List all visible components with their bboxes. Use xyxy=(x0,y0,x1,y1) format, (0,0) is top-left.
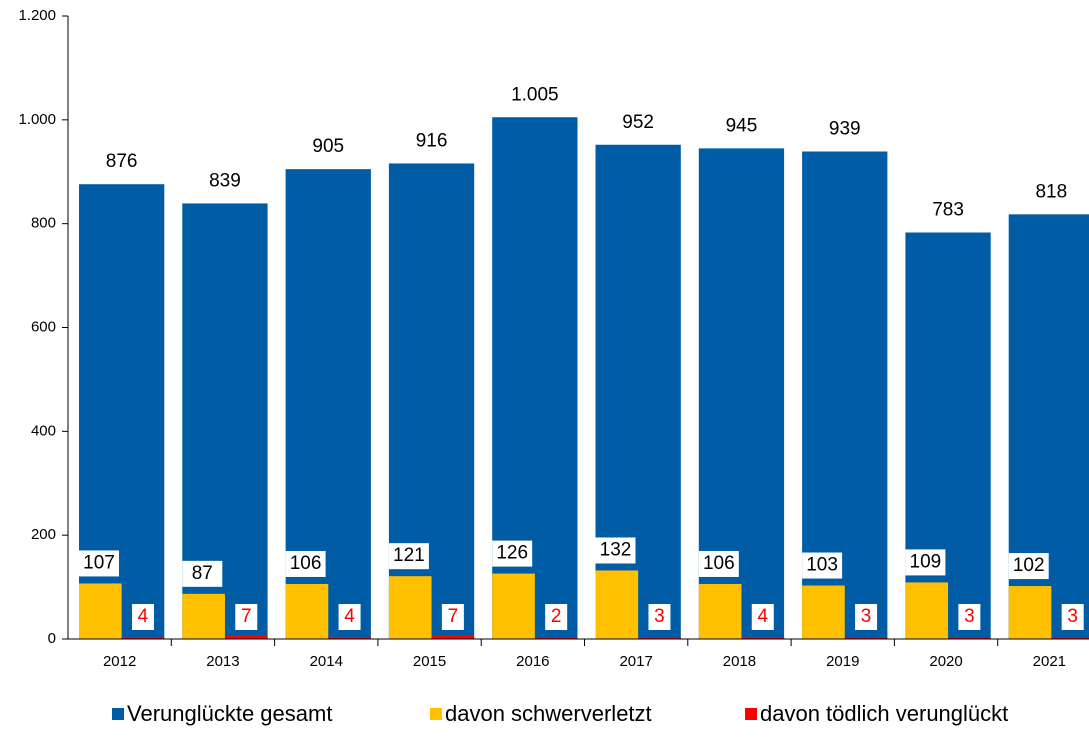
data-label: 103 xyxy=(806,555,838,576)
data-label: 106 xyxy=(290,553,322,574)
bar xyxy=(948,637,991,639)
bar xyxy=(1008,586,1052,639)
label-box xyxy=(285,550,326,577)
data-label: 3 xyxy=(861,606,872,627)
legend-label: davon schwerverletzt xyxy=(445,701,652,726)
label-box xyxy=(802,552,843,579)
y-tick-label: 1.000 xyxy=(18,111,56,128)
bar xyxy=(182,593,225,639)
data-label: 3 xyxy=(1067,606,1078,627)
x-tick-label: 2017 xyxy=(619,653,652,670)
x-tick-label: 2012 xyxy=(103,653,136,670)
data-label: 3 xyxy=(654,606,665,627)
x-tick-label: 2015 xyxy=(413,653,446,670)
data-label: 7 xyxy=(241,606,252,627)
data-label: 87 xyxy=(192,563,213,584)
bar xyxy=(534,637,578,639)
y-tick-label: 1.200 xyxy=(18,7,56,24)
data-label: 839 xyxy=(209,170,241,191)
data-label: 121 xyxy=(393,545,425,566)
legend-label: davon tödlich verunglückt xyxy=(760,701,1008,726)
bar xyxy=(79,583,122,639)
bar xyxy=(698,583,742,639)
data-label: 109 xyxy=(910,551,942,572)
label-box xyxy=(751,604,774,630)
label-box xyxy=(235,604,258,630)
x-tick-label: 2016 xyxy=(516,653,549,670)
label-box xyxy=(388,543,429,570)
data-label: 1.005 xyxy=(511,84,559,105)
label-box xyxy=(182,560,223,587)
data-label: 3 xyxy=(964,606,975,627)
data-label: 952 xyxy=(622,112,654,133)
label-box xyxy=(958,604,981,630)
x-tick-label: 2020 xyxy=(929,653,962,670)
bar xyxy=(802,585,845,639)
label-box xyxy=(698,550,739,577)
data-label: 2 xyxy=(551,606,562,627)
bar xyxy=(595,144,681,639)
label-box xyxy=(492,540,533,567)
data-label: 916 xyxy=(416,130,448,151)
x-tick-label: 2021 xyxy=(1033,653,1066,670)
bar xyxy=(905,582,949,639)
data-label: 783 xyxy=(932,200,964,221)
x-tick-label: 2019 xyxy=(826,653,859,670)
label-box xyxy=(855,604,878,630)
data-label: 107 xyxy=(83,552,115,573)
y-tick-label: 800 xyxy=(31,215,56,232)
bar xyxy=(328,636,371,639)
bar xyxy=(905,232,991,639)
x-tick-label: 2013 xyxy=(206,653,239,670)
bar xyxy=(741,636,785,639)
bar xyxy=(121,636,165,639)
x-tick-label: 2014 xyxy=(310,653,343,670)
legend-label: Verunglückte gesamt xyxy=(127,701,332,726)
data-label: 4 xyxy=(344,606,355,627)
bar xyxy=(431,635,475,639)
data-label: 876 xyxy=(106,151,138,172)
data-label: 126 xyxy=(496,543,528,564)
label-box xyxy=(545,604,568,630)
data-label: 132 xyxy=(600,539,632,560)
label-box xyxy=(338,604,361,630)
bar xyxy=(638,637,681,639)
data-label: 4 xyxy=(757,606,768,627)
data-label: 102 xyxy=(1013,555,1045,576)
data-label: 945 xyxy=(726,115,758,136)
legend-swatch xyxy=(745,708,757,720)
legend-swatch xyxy=(430,708,442,720)
label-box xyxy=(905,549,946,576)
legend-swatch xyxy=(112,708,124,720)
data-label: 939 xyxy=(829,119,861,140)
bar xyxy=(492,573,535,639)
y-tick-label: 600 xyxy=(31,318,56,335)
label-box xyxy=(595,537,636,564)
label-box xyxy=(1061,604,1084,630)
y-tick-label: 400 xyxy=(31,422,56,439)
bar xyxy=(844,637,888,639)
data-label: 818 xyxy=(1035,181,1067,202)
bar xyxy=(595,570,639,639)
x-tick-label: 2018 xyxy=(723,653,756,670)
label-box xyxy=(648,604,671,630)
y-tick-label: 0 xyxy=(48,630,56,647)
data-label: 4 xyxy=(138,606,149,627)
data-label: 106 xyxy=(703,553,735,574)
label-box xyxy=(131,604,154,630)
bar xyxy=(1051,637,1089,639)
bar xyxy=(224,635,268,639)
data-label: 905 xyxy=(312,136,344,157)
label-box xyxy=(1008,553,1049,580)
label-box xyxy=(79,550,119,577)
bar xyxy=(285,583,329,639)
data-label: 7 xyxy=(448,606,459,627)
bar xyxy=(388,576,432,639)
label-box xyxy=(441,604,464,630)
y-tick-label: 200 xyxy=(31,526,56,543)
